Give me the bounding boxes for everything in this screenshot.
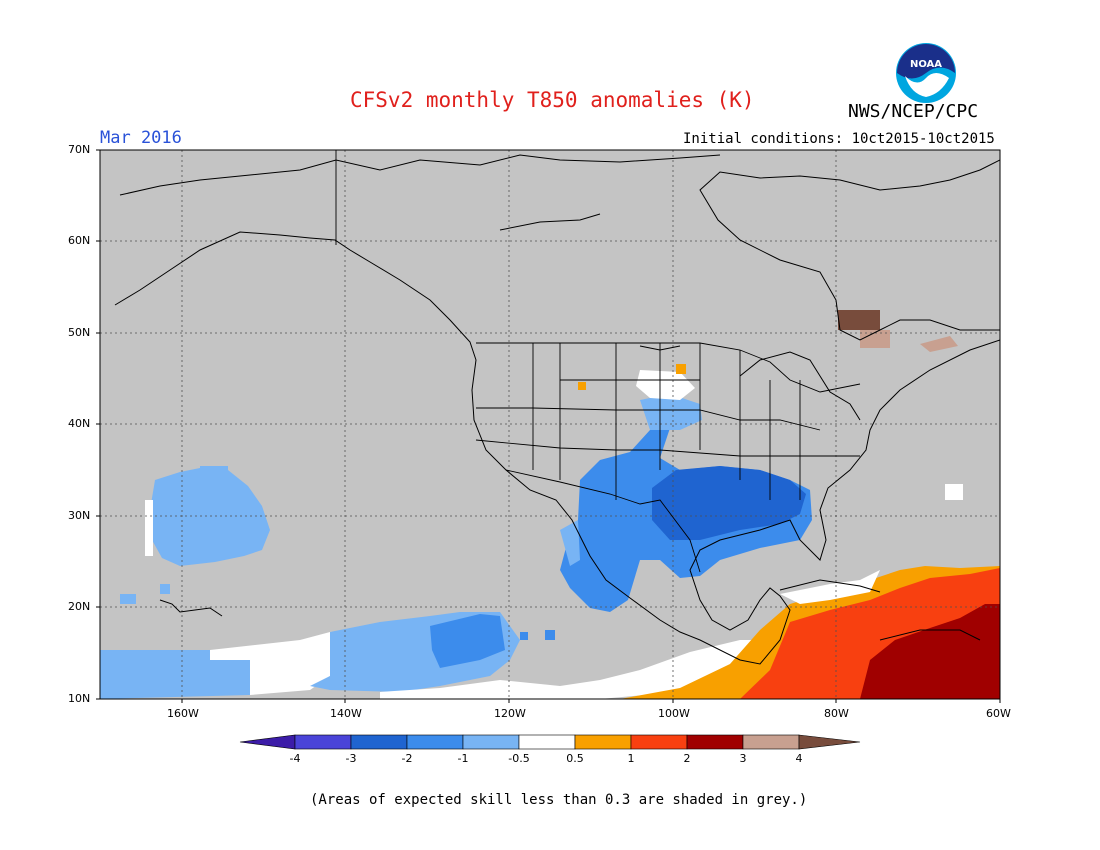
agency-label: NWS/NCEP/CPC: [848, 101, 979, 122]
colorbar-segment-4-3: [294, 734, 352, 750]
colorbar-label-pos1: 1: [627, 752, 635, 765]
colorbar-segment-gt-4: [798, 734, 861, 750]
axis-ticks: [96, 149, 1001, 703]
colorbar-label-pos2: 2: [683, 752, 691, 765]
colorbar-label-neg05: -0.5: [508, 752, 530, 765]
colorbar-segment-05-05: [518, 734, 576, 750]
colorbar-segment-2-3: [686, 734, 744, 750]
colorbar-segment-1-05: [462, 734, 520, 750]
anomaly-pacific-west: [150, 466, 270, 566]
coastlines: [114, 154, 1000, 665]
colorbar-segment-2-1: [406, 734, 464, 750]
political-boundaries: [335, 150, 861, 573]
lon-label-60w: 60W: [986, 707, 1011, 720]
colorbar-segment-lt-4: [239, 734, 296, 750]
lat-label-70n: 70N: [68, 143, 91, 156]
lat-label-40n: 40N: [68, 417, 91, 430]
noaa-logo-icon: NOAA: [896, 43, 956, 103]
initial-conditions: Initial conditions: 10ct2015-10ct2015: [683, 131, 995, 147]
colorbar-segment-05-1: [574, 734, 632, 750]
lat-label-30n: 30N: [68, 509, 91, 522]
anomaly-pacific-west-edge: [145, 500, 153, 556]
colorbar-segment-3-4: [742, 734, 800, 750]
anomaly-canada-warm: [838, 310, 958, 352]
anomaly-caribbean-warm: [620, 566, 1000, 699]
colorbar-label-neg2: -2: [401, 752, 413, 765]
colorbar-segment-3-2: [350, 734, 408, 750]
anomaly-southern-band: [100, 612, 760, 699]
colorbar-label-neg1: -1: [457, 752, 469, 765]
colorbar-label-neg4: -4: [289, 752, 301, 765]
lat-label-10n: 10N: [68, 692, 91, 705]
lon-label-140w: 140W: [330, 707, 362, 720]
lat-label-50n: 50N: [68, 326, 91, 339]
map-title: CFSv2 monthly T850 anomalies (K): [350, 88, 755, 112]
colorbar-label-pos4: 4: [795, 752, 803, 765]
colorbar-label-neg3: -3: [345, 752, 357, 765]
lon-label-100w: 100W: [658, 707, 690, 720]
skill-footnote: (Areas of expected skill less than 0.3 a…: [310, 792, 808, 808]
lat-label-60n: 60N: [68, 234, 91, 247]
lon-label-80w: 80W: [824, 707, 849, 720]
forecast-month: Mar 2016: [100, 128, 182, 148]
lat-label-20n: 20N: [68, 600, 91, 613]
colorbar-label-pos3: 3: [739, 752, 747, 765]
noaa-logo-text: NOAA: [910, 59, 942, 70]
lon-label-120w: 120W: [494, 707, 526, 720]
graticule: [100, 150, 1000, 699]
colorbar: [239, 734, 861, 750]
lon-label-160w: 160W: [167, 707, 199, 720]
colorbar-label-pos05: 0.5: [566, 752, 584, 765]
colorbar-segment-1-2: [630, 734, 688, 750]
